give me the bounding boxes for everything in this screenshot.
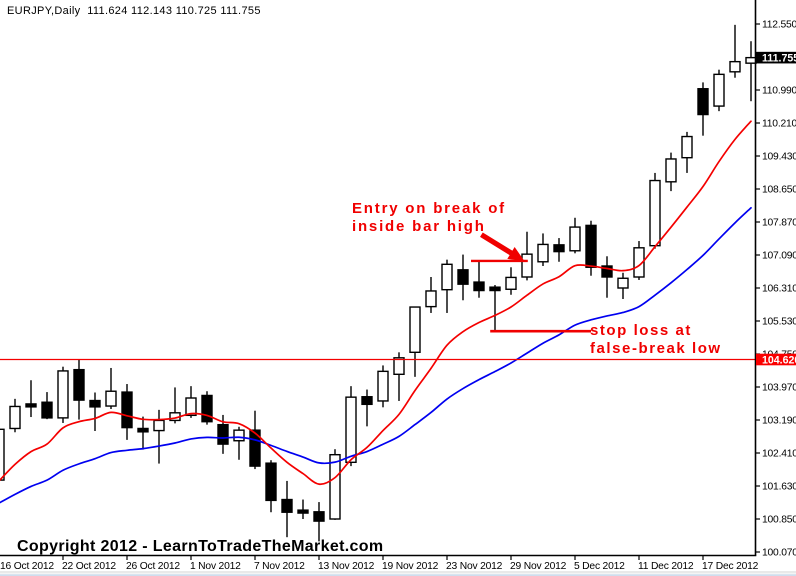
candle-body-bull <box>569 226 581 252</box>
candle-body-bear <box>697 88 709 116</box>
hline-price-box-label: 104.620 <box>762 354 796 366</box>
ema_fast-line <box>0 120 752 486</box>
candle-body-bear <box>489 286 501 292</box>
candle-body-bear <box>73 368 85 401</box>
candle-body-bull <box>153 419 165 432</box>
candle-body-bull <box>105 390 117 407</box>
price-tick-label: 103.190 <box>762 416 796 427</box>
candle-body-bull <box>425 290 437 308</box>
candle-body-bear <box>281 498 293 513</box>
current-price-box-label: 111.755 <box>762 52 796 64</box>
price-tick-label: 112.550 <box>762 20 796 31</box>
candle-body-bull <box>0 428 5 481</box>
date-tick-label: 16 Oct 2012 <box>0 561 54 572</box>
price-tick-label: 109.430 <box>762 152 796 163</box>
date-tick-label: 7 Nov 2012 <box>254 561 305 572</box>
candle-body-bear <box>457 269 469 285</box>
date-tick-label: 13 Nov 2012 <box>318 561 375 572</box>
price-tick-label: 106.310 <box>762 284 796 295</box>
candle-body-bear <box>361 396 373 406</box>
candle-body-bull <box>9 405 21 430</box>
annotation-arrow-shaft[interactable] <box>480 232 515 257</box>
candle-body-bull <box>649 179 661 247</box>
candle-body-bull <box>441 263 453 291</box>
candle-body-bear <box>249 429 261 467</box>
stop-loss-annotation: stop loss at false-break low <box>590 322 722 358</box>
candle-body-bear <box>89 399 101 408</box>
ohlc-values-label: 111.624 112.143 110.725 111.755 <box>87 5 261 17</box>
candle-body-bear <box>473 281 485 292</box>
price-tick-label: 110.210 <box>762 119 796 130</box>
candle-body-bear <box>121 391 133 429</box>
copyright-watermark: Copyright 2012 - LearnToTradeTheMarket.c… <box>17 538 384 555</box>
candle-body-bull <box>409 306 421 354</box>
candle-body-bear <box>313 511 325 522</box>
candle-body-bull <box>505 276 517 290</box>
candle-body-bull <box>393 357 405 376</box>
candle-body-bull <box>665 158 677 183</box>
candle-body-bear <box>217 423 229 445</box>
candle-body-bull <box>617 277 629 289</box>
candle-body-bear <box>601 265 613 278</box>
price-tick-label: 105.530 <box>762 317 796 328</box>
date-tick-label: 5 Dec 2012 <box>574 561 625 572</box>
entry-annotation-line1: Entry on break of <box>352 200 506 217</box>
candle-body-bear <box>553 244 565 253</box>
price-tick-label: 110.990 <box>762 86 796 97</box>
price-tick-label: 103.970 <box>762 383 796 394</box>
hline-price-box <box>756 353 796 366</box>
candle-body-bull <box>233 429 245 442</box>
price-tick-label: 100.070 <box>762 548 796 559</box>
entry-annotation-line2: inside bar high <box>352 218 486 235</box>
candle-body-bear <box>201 394 213 423</box>
date-tick-label: 29 Nov 2012 <box>510 561 567 572</box>
date-tick-label: 23 Nov 2012 <box>446 561 503 572</box>
price-tick-label: 108.650 <box>762 185 796 196</box>
stop-annotation-line1: stop loss at <box>590 322 692 339</box>
candle-body-bull <box>345 396 357 464</box>
price-tick-label: 107.870 <box>762 218 796 229</box>
candle-body-bull <box>329 453 341 520</box>
candle-body-bull <box>633 247 645 278</box>
date-tick-label: 1 Nov 2012 <box>190 561 241 572</box>
candle-body-bear <box>137 427 149 433</box>
price-tick-label: 100.850 <box>762 515 796 526</box>
candle-body-bear <box>25 403 37 408</box>
candle-body-bull <box>57 370 69 419</box>
stop-annotation-line2: false-break low <box>590 340 722 357</box>
current-price-box <box>756 51 796 64</box>
candle-body-bull <box>537 243 549 263</box>
candle-body-bull <box>681 135 693 159</box>
annotation-arrow-head <box>507 246 525 262</box>
date-tick-label: 11 Dec 2012 <box>638 561 694 572</box>
entry-annotation: Entry on break of inside bar high <box>352 200 506 236</box>
candle-body-bull <box>521 253 533 278</box>
price-tick-label: 102.410 <box>762 449 796 460</box>
candle-body-bear <box>265 462 277 502</box>
date-tick-label: 19 Nov 2012 <box>382 561 439 572</box>
candle-body-bull <box>185 397 197 417</box>
price-tick-label: 107.090 <box>762 251 796 262</box>
candle-body-bear <box>297 509 309 514</box>
date-tick-label: 22 Oct 2012 <box>62 561 116 572</box>
chart-header: EURJPY,Daily 111.624 112.143 110.725 111… <box>7 5 261 17</box>
candle-body-bull <box>729 60 741 73</box>
window-bottom-edge <box>0 571 796 576</box>
price-tick-label: 101.630 <box>762 482 796 493</box>
candle-body-bull <box>377 370 389 402</box>
candle-body-bear <box>585 224 597 268</box>
date-tick-label: 17 Dec 2012 <box>702 561 759 572</box>
candle-body-bear <box>41 401 53 419</box>
candle-body-bull <box>745 56 757 64</box>
date-tick-label: 26 Oct 2012 <box>126 561 180 572</box>
ema_slow-line <box>0 206 752 504</box>
candle-body-bull <box>713 73 725 107</box>
symbol-timeframe-label: EURJPY,Daily <box>7 5 81 17</box>
